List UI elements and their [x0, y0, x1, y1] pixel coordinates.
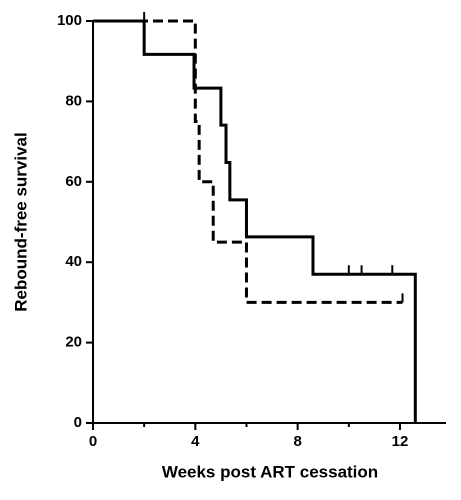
survival-line: [93, 19, 403, 304]
y-axis-title: Rebound-free survival: [11, 132, 30, 312]
y-tick-label: 60: [65, 173, 82, 190]
x-tick-label: 8: [293, 433, 301, 450]
y-tick-label: 40: [65, 253, 82, 270]
y-tick-label: 80: [65, 92, 82, 109]
survival-line: [93, 19, 417, 423]
y-tick-label: 0: [74, 414, 82, 431]
x-tick-label: 12: [392, 433, 409, 450]
y-tick-label: 100: [57, 12, 82, 29]
x-tick-label: 4: [191, 433, 200, 450]
x-axis-title: Weeks post ART cessation: [162, 462, 378, 481]
y-tick-label: 20: [65, 334, 82, 351]
x-tick-label: 0: [89, 433, 97, 450]
